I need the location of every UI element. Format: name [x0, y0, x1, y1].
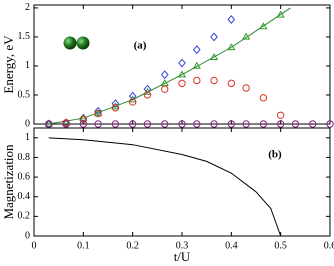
- marker: [143, 87, 152, 95]
- marker: [276, 120, 285, 128]
- y-tick-label: 0.8: [18, 152, 31, 163]
- plot-frame: [33, 4, 331, 125]
- x-tick-label: 0: [32, 240, 37, 251]
- marker: [178, 79, 186, 88]
- marker: [309, 120, 317, 128]
- marker: [210, 120, 218, 128]
- marker: [94, 106, 102, 116]
- y-tick-label: 2: [25, 2, 30, 13]
- x-tick-label: 0.3: [176, 240, 189, 251]
- marker: [192, 61, 201, 69]
- marker: [128, 91, 137, 101]
- marker: [193, 76, 201, 85]
- atom-icon: [76, 36, 90, 50]
- marker: [44, 119, 53, 127]
- marker: [143, 120, 152, 128]
- annotation: (b): [268, 149, 282, 161]
- marker: [62, 120, 70, 128]
- marker: [128, 120, 137, 128]
- marker: [192, 45, 201, 55]
- marker: [242, 32, 251, 40]
- marker: [209, 53, 219, 60]
- y-tick-label: 0: [25, 230, 30, 241]
- marker: [160, 70, 169, 80]
- marker: [227, 79, 236, 88]
- marker: [242, 84, 250, 92]
- y-axis-label: Magnetization: [1, 144, 16, 220]
- marker: [210, 32, 218, 42]
- marker: [161, 120, 169, 128]
- annotation: (a): [134, 40, 147, 52]
- marker: [227, 15, 236, 24]
- marker: [45, 120, 53, 128]
- marker: [111, 120, 120, 128]
- y-tick-label: 0.5: [18, 89, 31, 100]
- x-tick-label: 0.5: [274, 240, 287, 251]
- x-tick-label: 0.1: [77, 240, 90, 251]
- marker: [128, 98, 137, 106]
- marker: [94, 120, 102, 128]
- y-axis-label: Energy, eV: [1, 35, 16, 94]
- marker: [259, 94, 268, 102]
- y-tick-label: 0.2: [18, 211, 31, 222]
- marker: [326, 120, 334, 128]
- marker: [193, 120, 201, 128]
- x-axis-label: t/U: [174, 249, 191, 264]
- marker: [111, 102, 120, 110]
- marker: [276, 111, 285, 119]
- y-tick-label: 0.6: [18, 171, 31, 182]
- marker: [94, 109, 103, 117]
- marker: [79, 120, 88, 128]
- marker: [94, 109, 102, 118]
- marker: [227, 43, 236, 51]
- y-tick-label: 0: [25, 118, 30, 129]
- marker: [178, 120, 186, 128]
- plot-frame: [33, 127, 331, 237]
- marker: [178, 58, 186, 68]
- marker: [143, 84, 152, 94]
- marker: [242, 120, 250, 128]
- y-tick-label: 0.4: [18, 191, 31, 202]
- marker: [259, 120, 268, 128]
- marker: [210, 76, 218, 85]
- x-tick-label: 0.2: [126, 240, 139, 251]
- marker: [111, 99, 120, 109]
- y-tick-label: 1: [25, 60, 30, 71]
- y-tick-label: 1: [25, 132, 30, 143]
- marker: [143, 91, 152, 99]
- atom-icon: [63, 36, 77, 50]
- data-line: [48, 7, 291, 125]
- x-tick-label: 0.6: [324, 240, 334, 251]
- marker: [276, 10, 285, 18]
- x-tick-label: 0.4: [225, 240, 238, 251]
- marker: [61, 118, 71, 126]
- y-tick-label: 1.5: [18, 31, 31, 42]
- marker: [79, 115, 88, 124]
- data-line: [48, 137, 282, 237]
- marker: [259, 22, 268, 30]
- marker: [161, 85, 169, 93]
- marker: [227, 120, 236, 128]
- marker: [177, 70, 187, 78]
- marker: [291, 120, 300, 128]
- marker: [111, 104, 120, 112]
